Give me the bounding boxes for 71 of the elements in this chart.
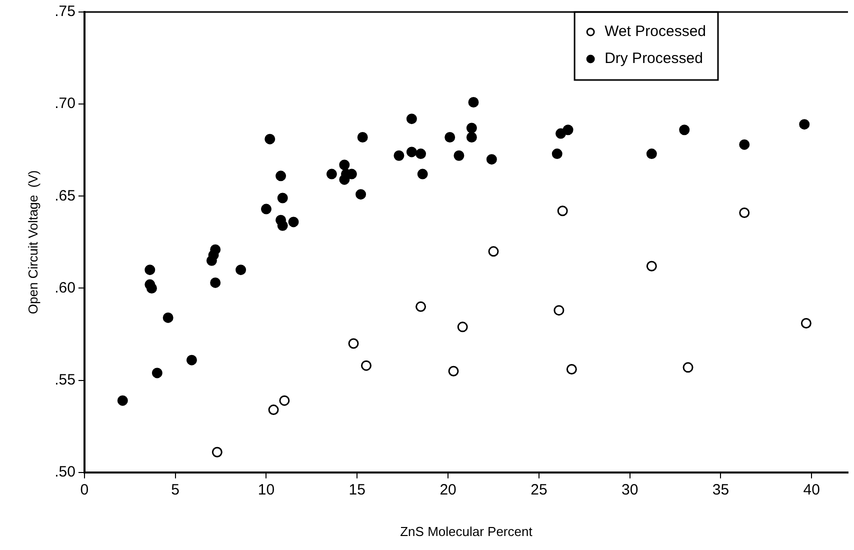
point [146,282,157,294]
point [800,318,812,328]
point [566,364,577,375]
point [552,148,562,160]
point [279,395,290,406]
point [457,322,468,332]
point [448,366,459,376]
point [417,168,428,180]
point [406,114,417,124]
x-tick-label: 0 [80,482,89,499]
point [486,154,497,165]
point [554,305,564,316]
point [356,189,366,200]
point [326,168,337,180]
x-tick-label: 15 [348,482,366,499]
point [468,96,479,108]
point [210,244,221,255]
x-tick-label: 10 [258,482,275,499]
x-tick-label: 35 [712,482,730,499]
point [406,146,417,158]
point [416,301,426,312]
point [739,139,750,150]
x-tick-label: 30 [622,482,638,499]
x-axis-title: ZnS Molecular Percent [400,524,533,539]
point [277,192,288,204]
point [236,264,246,276]
point [276,170,286,182]
point [646,148,657,160]
x-tick-label: 5 [171,482,180,499]
point [186,354,197,366]
y-tick-label: .60 [54,279,76,296]
x-tick-label: 20 [440,482,456,499]
point [210,277,221,288]
point [144,264,156,276]
x-tick-label: 40 [803,482,820,499]
point [212,446,222,458]
point [557,206,568,216]
point [162,312,174,323]
point [117,395,128,406]
point [348,338,359,349]
point [268,404,279,416]
point [339,160,350,170]
point [357,132,368,142]
point [799,119,810,130]
y-tick-label: .75 [54,3,76,20]
point [682,362,694,373]
point [264,134,276,144]
legend-label: Dry Processed [604,50,703,68]
point [466,122,477,134]
y-tick-label: .65 [54,187,76,204]
point [562,124,574,136]
point [646,260,657,272]
point [739,207,750,218]
y-tick-label: .50 [54,464,76,481]
point [466,132,477,142]
point [394,150,404,161]
point [444,132,456,142]
y-tick-label: .55 [54,371,76,388]
point [454,150,464,161]
point [360,360,372,371]
point [288,216,299,228]
point [679,124,690,136]
point [277,220,288,231]
point [152,368,162,378]
y-tick-label: .70 [54,95,76,112]
legend-label: Wet Processed [604,23,706,40]
y-axis-title: Open Circuit Voltage (V) [25,170,40,314]
point [261,204,272,214]
x-tick-label: 25 [530,482,548,499]
point [416,148,426,160]
point [488,246,499,257]
